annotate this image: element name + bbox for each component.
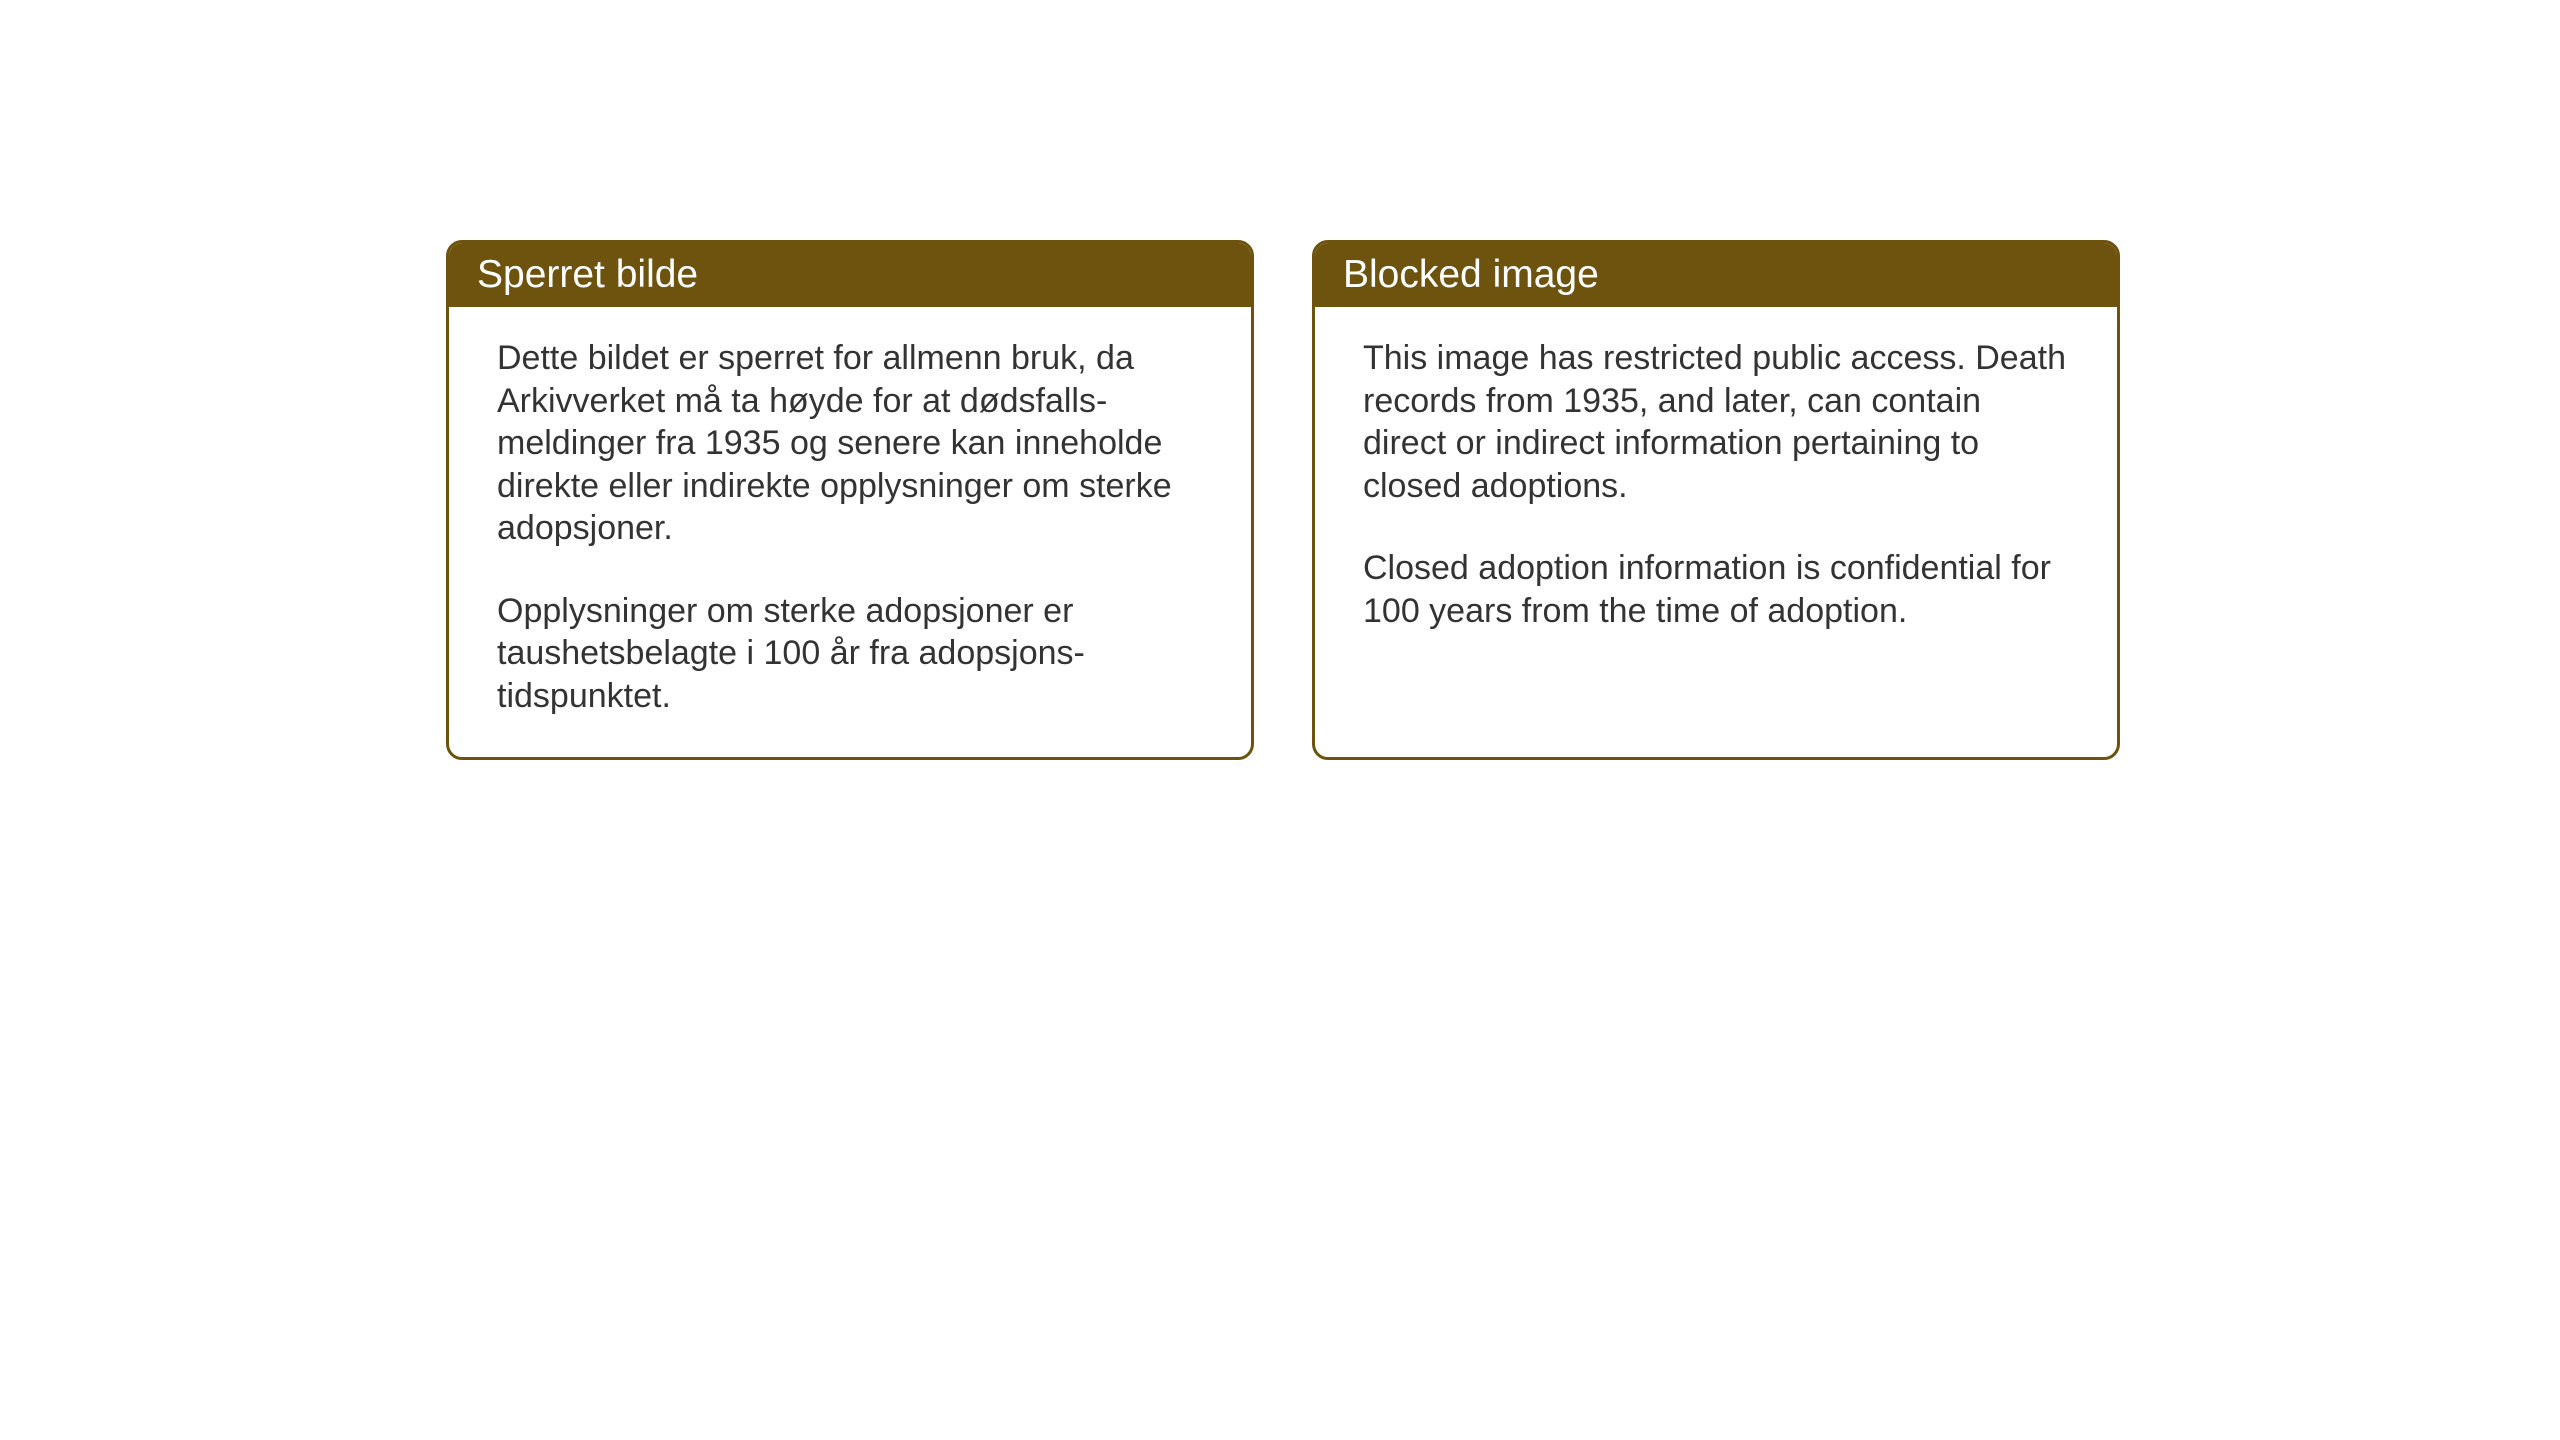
notice-header-english: Blocked image bbox=[1315, 243, 2117, 307]
notice-container: Sperret bilde Dette bildet er sperret fo… bbox=[446, 240, 2120, 760]
notice-title-norwegian: Sperret bilde bbox=[477, 253, 1223, 297]
notice-paragraph-1-english: This image has restricted public access.… bbox=[1363, 337, 2069, 507]
notice-card-norwegian: Sperret bilde Dette bildet er sperret fo… bbox=[446, 240, 1254, 760]
notice-paragraph-2-norwegian: Opplysninger om sterke adopsjoner er tau… bbox=[497, 590, 1203, 718]
notice-body-english: This image has restricted public access.… bbox=[1315, 307, 2117, 737]
notice-body-norwegian: Dette bildet er sperret for allmenn bruk… bbox=[449, 307, 1251, 757]
notice-header-norwegian: Sperret bilde bbox=[449, 243, 1251, 307]
notice-card-english: Blocked image This image has restricted … bbox=[1312, 240, 2120, 760]
notice-title-english: Blocked image bbox=[1343, 253, 2089, 297]
notice-paragraph-2-english: Closed adoption information is confident… bbox=[1363, 547, 2069, 632]
notice-paragraph-1-norwegian: Dette bildet er sperret for allmenn bruk… bbox=[497, 337, 1203, 550]
